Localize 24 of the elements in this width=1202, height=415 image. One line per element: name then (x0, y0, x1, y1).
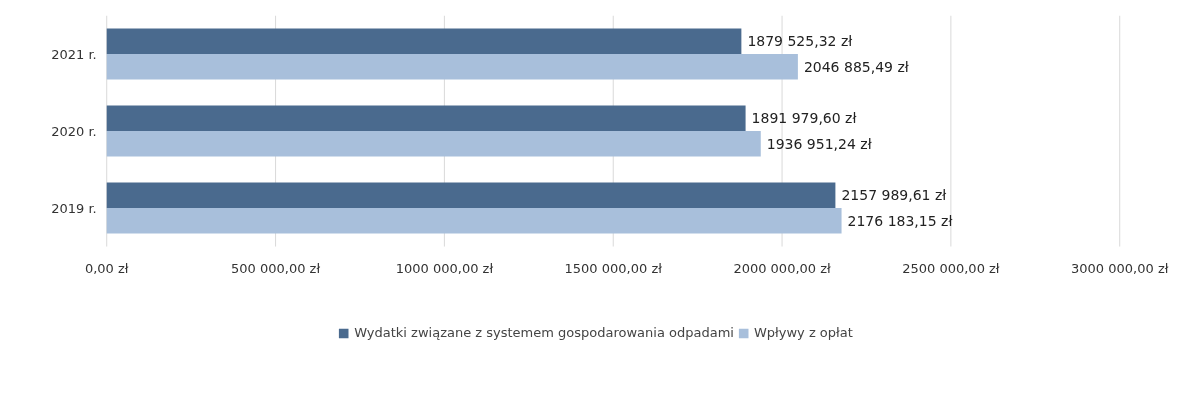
x-tick-label: 2000 000,00 zł (733, 260, 832, 276)
bar (106, 54, 798, 80)
legend-label: Wydatki związane z systemem gospodarowania odpadami (354, 325, 734, 340)
legend-label: Wpływy z opłat (753, 325, 853, 340)
data-label: 2046 885,49 zł (803, 58, 909, 75)
x-tick-label: 3000 000,00 zł (1071, 260, 1169, 276)
bar (106, 208, 842, 234)
bar (106, 131, 761, 157)
y-tick-label: 2020 r. (51, 123, 97, 139)
x-tick-label: 1500 000,00 zł (564, 260, 663, 276)
bar (106, 28, 742, 55)
x-tick-label: 2500 000,00 zł (902, 260, 1000, 276)
data-label: 1891 979,60 zł (751, 110, 857, 127)
x-tick-label: 0,00 zł (84, 260, 129, 276)
data-label: 1936 951,24 zł (766, 135, 872, 152)
y-tick-label: 2019 r. (51, 200, 97, 216)
data-label: 2157 989,61 zł (841, 187, 947, 204)
data-label: 2176 183,15 zł (847, 212, 953, 229)
y-tick-label: 2021 r. (51, 46, 97, 62)
bar (106, 182, 836, 209)
data-label: 1879 525,32 zł (747, 33, 853, 50)
x-tick-label: 1000 000,00 zł (395, 260, 494, 276)
bar (106, 105, 746, 132)
x-tick-label: 500 000,00 zł (231, 260, 321, 276)
